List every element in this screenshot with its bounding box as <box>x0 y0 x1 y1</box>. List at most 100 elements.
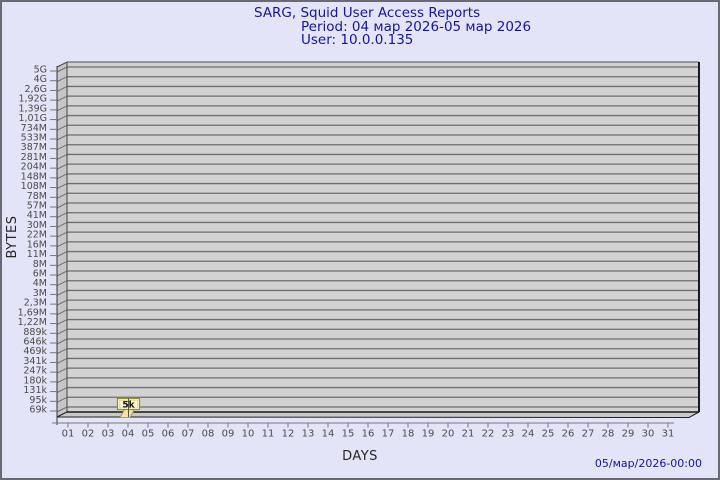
x-tick-label: 06 <box>162 429 175 440</box>
x-tick-label: 16 <box>362 429 375 440</box>
x-tick-label: 12 <box>282 429 295 440</box>
x-axis-ticks <box>67 423 669 428</box>
y-axis-title: BYTES <box>5 215 20 258</box>
wall-hatch <box>56 377 68 384</box>
wall-hatch <box>56 289 68 296</box>
wall-hatch <box>56 183 68 190</box>
y-tick-label: 204M <box>21 162 47 173</box>
wall-hatch <box>56 76 68 83</box>
y-tick-label: 2,3M <box>24 298 47 309</box>
y-tick-label: 148M <box>21 171 47 182</box>
wall-hatch <box>56 105 68 112</box>
y-tick-label: 11M <box>27 249 47 260</box>
x-tick-label: 09 <box>222 429 235 440</box>
x-tick-label: 21 <box>462 429 475 440</box>
wall-hatch <box>56 348 68 355</box>
x-tick-label: 22 <box>482 429 495 440</box>
y-tick-label: 4G <box>34 74 47 85</box>
x-tick-label: 19 <box>422 429 435 440</box>
wall-hatch <box>56 406 68 413</box>
chart-period: Period: 04 мар 2026-05 мар 2026 <box>301 19 531 35</box>
y-tick-label: 646k <box>23 337 47 348</box>
wall-hatch <box>56 202 68 209</box>
wall-hatch <box>56 396 68 403</box>
x-tick-label: 23 <box>502 429 515 440</box>
y-tick-label: 8M <box>33 259 47 270</box>
x-tick-label: 30 <box>642 429 655 440</box>
x-axis-title: DAYS <box>342 449 378 464</box>
y-tick-label: 22M <box>27 230 47 241</box>
wall-hatch <box>56 221 68 228</box>
y-tick-label: 4M <box>33 278 47 289</box>
plot-area <box>67 62 699 412</box>
gridlines <box>67 66 699 408</box>
y-tick-label: 16M <box>27 239 47 250</box>
y-tick-label: 78M <box>27 191 47 202</box>
y-tick-label: 387M <box>21 142 47 153</box>
x-tick-label: 15 <box>342 429 355 440</box>
wall-hatch <box>56 212 68 219</box>
y-tick-label: 734M <box>21 123 47 134</box>
wall-hatch <box>56 367 68 374</box>
y-tick-label: 1,01G <box>18 113 47 124</box>
wall-hatch <box>56 280 68 287</box>
y-tick-label: 95k <box>29 395 47 406</box>
x-tick-label: 27 <box>582 429 595 440</box>
wall-hatch <box>56 134 68 141</box>
wall-hatch <box>56 241 68 248</box>
wall-hatch <box>56 85 68 92</box>
bar-day-04: 5k <box>116 397 141 418</box>
x-tick-label: 11 <box>262 429 275 440</box>
y-tick-label: 5G <box>34 65 47 76</box>
wall-hatch <box>56 173 68 180</box>
y-tick-label: 30M <box>27 220 47 231</box>
x-tick-label: 18 <box>402 429 415 440</box>
wall-hatch <box>56 66 68 73</box>
wall-hatch <box>56 192 68 199</box>
x-axis-labels: 01 02 03 04 05 06 07 08 09 10 11 12 13 14 15 16 17 18 19 20… <box>62 429 675 440</box>
x-tick-label: 20 <box>442 429 455 440</box>
y-tick-label: 889k <box>23 327 47 338</box>
y-axis-ticks <box>50 70 57 412</box>
y-tick-label: 1,92G <box>18 94 47 105</box>
wall-hatch <box>56 163 68 170</box>
y-tick-label: 3M <box>33 288 47 299</box>
wall-hatch <box>56 251 68 258</box>
x-tick-label: 01 <box>62 429 75 440</box>
wall-hatch <box>56 124 68 131</box>
chart-user: User: 10.0.0.135 <box>301 32 413 48</box>
y-tick-label: 108M <box>21 181 47 192</box>
y-tick-label: 57M <box>27 201 47 212</box>
wall-hatch <box>56 231 68 238</box>
x-tick-label: 08 <box>202 429 215 440</box>
x-tick-label: 10 <box>242 429 255 440</box>
bar-value-label: 5k <box>122 401 135 411</box>
y-tick-label: 41M <box>27 210 47 221</box>
x-tick-label: 13 <box>302 429 315 440</box>
y-tick-label: 1,69M <box>18 307 47 318</box>
wall-hatch <box>56 153 68 160</box>
x-tick-label: 28 <box>602 429 615 440</box>
x-tick-label: 14 <box>322 429 335 440</box>
y-tick-label: 1,22M <box>18 317 47 328</box>
x-tick-label: 02 <box>82 429 95 440</box>
x-tick-label: 29 <box>622 429 635 440</box>
x-tick-label: 26 <box>562 429 575 440</box>
y-tick-label: 281M <box>21 152 47 163</box>
wall-hatch <box>56 309 68 316</box>
wall-hatch <box>56 95 68 102</box>
y-tick-label: 180k <box>23 375 47 386</box>
x-tick-label: 04 <box>122 429 135 440</box>
y-tick-label: 247k <box>23 366 47 377</box>
report-timestamp: 05/мар/2026-00:00 <box>595 457 702 470</box>
x-tick-label: 03 <box>102 429 115 440</box>
wall-hatch <box>56 270 68 277</box>
wall-hatch <box>56 144 68 151</box>
y-axis-labels: 5G4G2,6G1,92G1,39G1,01G734M533M387M281M2… <box>18 65 48 416</box>
wall-hatch <box>56 357 68 364</box>
y-tick-label: 469k <box>23 346 47 357</box>
x-tick-label: 31 <box>662 429 675 440</box>
x-tick-label: 05 <box>142 429 155 440</box>
wall-hatch <box>56 387 68 394</box>
